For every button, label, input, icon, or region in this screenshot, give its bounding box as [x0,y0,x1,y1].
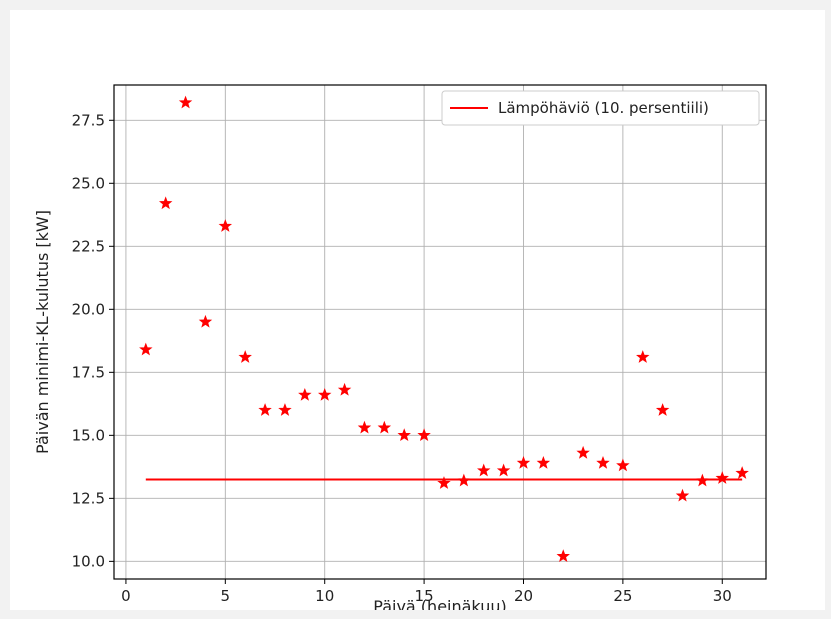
x-axis-ticks: 0 5 10 15 20 25 30 [121,579,732,605]
x-tick-label: 15 [415,587,434,605]
y-tick-label: 10.0 [72,552,105,570]
legend: Lämpöhäviö (10. persentiili) [441,90,760,126]
x-tick-label: 25 [613,587,632,605]
data-point-star [198,314,213,328]
data-point-star [397,428,411,442]
grid-lines [114,85,766,579]
legend-box [441,90,760,126]
data-point-star [357,420,372,434]
data-point-star [298,387,312,401]
data-point-star [715,471,729,484]
data-point-star [238,350,252,363]
data-point-star [496,463,511,477]
y-tick-label: 15.0 [72,426,105,444]
y-tick-label: 12.5 [72,489,105,507]
data-point-star [536,455,551,469]
x-tick-label: 5 [221,587,231,605]
data-point-star [258,403,272,416]
data-point-star [317,387,332,401]
legend-label: Lämpöhäviö (10. persentiili) [498,99,709,117]
data-point-star [516,456,531,469]
y-tick-label: 17.5 [72,363,105,381]
data-point-star [616,458,630,472]
x-tick-label: 30 [713,587,732,605]
data-point-star [457,473,471,487]
data-point-star [337,382,352,396]
y-tick-label: 20.0 [72,300,105,318]
data-point-star [636,350,650,363]
x-tick-label: 0 [121,587,131,605]
data-point-star [278,403,292,416]
data-point-star [417,428,431,442]
data-point-star [139,342,153,356]
x-axis-label: Päivä (heinäkuu) [373,597,506,610]
chart-svg: 0 5 10 15 20 25 30 10.0 12.5 15.0 17.5 20.0 22.5 25.… [33,84,767,610]
x-tick-label: 10 [315,587,334,605]
data-point-star [477,463,491,477]
data-point-star [655,403,670,416]
plot-frame [113,84,767,580]
data-point-star [437,476,451,489]
data-point-star [695,473,710,487]
data-point-star [218,219,233,232]
data-point-star [556,549,570,563]
y-tick-label: 22.5 [72,237,105,255]
data-point-star [596,456,610,469]
y-tick-label: 25.0 [72,174,105,192]
y-axis-label: Päivän minimi-KL-kulutus [kW] [33,210,52,454]
y-tick-label: 27.5 [72,111,105,129]
data-point-star [735,466,749,479]
data-point-star [158,196,173,210]
data-point-star [675,488,690,502]
data-point-star [576,445,590,459]
data-point-star [178,95,193,109]
chart-figure: 0 5 10 15 20 25 30 10.0 12.5 15.0 17.5 20.0 22.5 25.… [10,10,825,610]
data-point-star [377,420,392,434]
x-tick-label: 20 [514,587,533,605]
scatter-points [139,95,749,563]
y-axis-ticks: 10.0 12.5 15.0 17.5 20.0 22.5 25.0 27.5 [72,111,114,570]
